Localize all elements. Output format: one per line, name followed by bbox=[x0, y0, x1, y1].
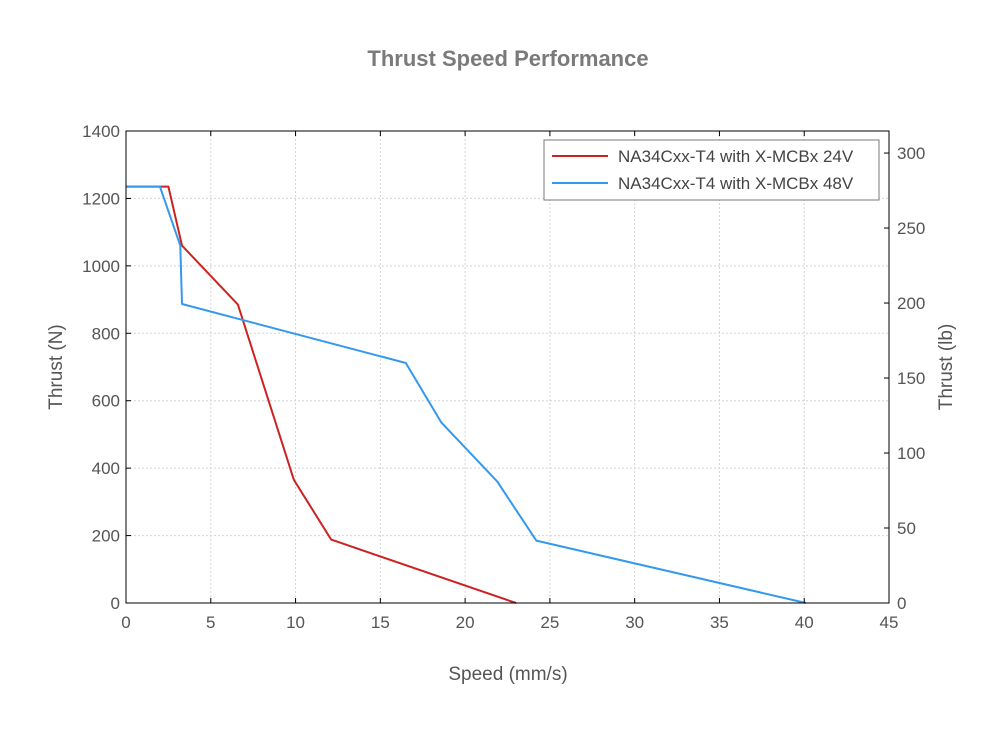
legend-label-48v: NA34Cxx-T4 with X-MCBx 48V bbox=[618, 174, 854, 193]
legend: NA34Cxx-T4 with X-MCBx 24V NA34Cxx-T4 wi… bbox=[543, 139, 880, 201]
legend-label-24v: NA34Cxx-T4 with X-MCBx 24V bbox=[618, 147, 854, 166]
series-group bbox=[126, 185, 807, 604]
legend-box bbox=[543, 139, 880, 201]
y-tick-label: 200 bbox=[92, 527, 120, 546]
x-tick-label: 25 bbox=[540, 613, 559, 632]
x-tick-label: 45 bbox=[880, 613, 899, 632]
y-axis-label: Thrust (N) bbox=[46, 324, 67, 410]
y-tick-label: 800 bbox=[92, 324, 120, 343]
y2-tick-label: 150 bbox=[897, 369, 925, 388]
y2-tick-label: 100 bbox=[897, 444, 925, 463]
x-tick-label: 5 bbox=[206, 613, 215, 632]
chart-title: Thrust Speed Performance bbox=[367, 46, 648, 71]
y-tick-label: 400 bbox=[92, 459, 120, 478]
y2-tick-label: 200 bbox=[897, 294, 925, 313]
x-tick-label: 0 bbox=[121, 613, 130, 632]
y-tick-label: 0 bbox=[111, 594, 120, 613]
x-tick-label: 30 bbox=[625, 613, 644, 632]
x-tick-label: 40 bbox=[795, 613, 814, 632]
y2-axis-label: Thrust (lb) bbox=[936, 324, 957, 411]
x-tick-label: 10 bbox=[286, 613, 305, 632]
x-tick-label: 35 bbox=[710, 613, 729, 632]
x-tick-label: 20 bbox=[456, 613, 475, 632]
grid bbox=[126, 131, 889, 603]
y-tick-label: 1200 bbox=[82, 189, 120, 208]
y2-tick-label: 50 bbox=[897, 519, 916, 538]
y-tick-label: 1000 bbox=[82, 257, 120, 276]
ticks bbox=[125, 130, 890, 604]
y2-tick-label: 0 bbox=[897, 594, 906, 613]
x-tick-label: 15 bbox=[371, 613, 390, 632]
y2-tick-label: 250 bbox=[897, 219, 925, 238]
y-tick-label: 1400 bbox=[82, 122, 120, 141]
y-tick-label: 600 bbox=[92, 392, 120, 411]
series-line-1 bbox=[126, 185, 807, 604]
plot-frame bbox=[125, 130, 890, 604]
tick-labels: 0 5 10 15 20 25 30 35 40 450200400600800100012001… bbox=[82, 122, 925, 632]
series-line-0 bbox=[126, 185, 517, 604]
x-axis-label: Speed (mm/s) bbox=[448, 664, 567, 685]
y2-tick-label: 300 bbox=[897, 144, 925, 163]
